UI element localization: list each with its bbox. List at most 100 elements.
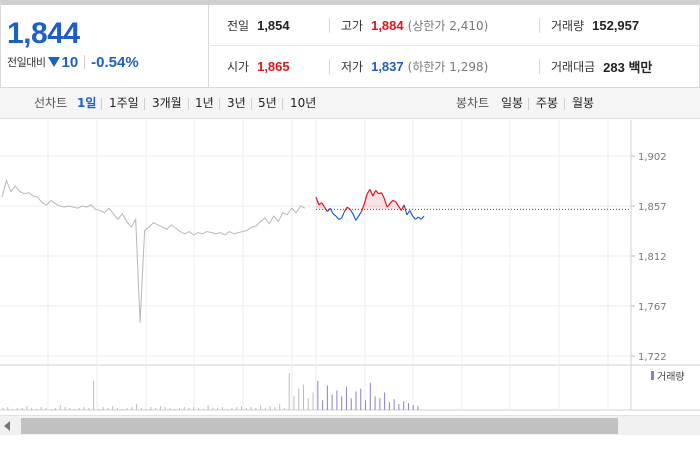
stat-prev-close: 전일 1,854 [227,5,290,46]
period-1w-button[interactable]: 1주일 [109,96,139,110]
current-price: 1,844 [7,17,80,50]
today-price-segment [392,199,396,203]
line-chart-label: 선차트 [34,96,68,110]
today-price-segment [420,215,425,220]
today-price-segment [338,217,342,220]
today-price-segment [341,211,345,219]
stat-trade-value: 거래대금 283 백만 [551,46,652,87]
up-area-fill [367,189,370,210]
divider [539,18,540,33]
up-area-fill [370,189,373,210]
period-5y-button[interactable]: 5년 [258,96,277,110]
period-3y-button[interactable]: 3년 [227,96,246,110]
today-price-segment [326,207,331,212]
today-price-segment [412,215,416,220]
period-1y-button[interactable]: 1년 [195,96,214,110]
today-price-segment [406,210,411,216]
stat-label: 저가 [341,60,364,74]
candle-daily-button[interactable]: 일봉 [501,96,524,110]
today-price-segment [375,190,379,195]
divider [101,98,102,110]
stat-value: 1,837 [371,59,404,74]
today-price-segment [321,202,326,208]
up-area-fill [389,200,393,210]
y-tick-label: 1,857 [638,202,667,213]
today-price-segment [349,209,354,215]
y-tick-label: 1,767 [638,302,667,313]
upper-limit: (상한가 2,410) [407,19,489,33]
stat-label: 거래대금 [551,60,596,74]
today-price-segment [358,211,362,217]
divider [329,18,330,33]
stat-value: 1,865 [257,59,290,74]
today-price-segment [415,216,419,220]
today-price-segment [346,206,351,210]
divider [539,59,540,74]
divider [219,98,220,110]
chart-scrollbar[interactable] [0,415,700,435]
price-chart: 1,902 1,857 1,812 1,767 1,722 거래량 [0,120,700,450]
volume-legend-label: 거래량 [657,371,685,383]
divider [251,98,252,110]
today-price-segment [403,204,408,216]
y-tick-label: 1,722 [638,352,667,363]
divider [282,98,283,110]
today-price-segment [409,210,414,217]
today-price-segment [324,206,328,212]
price-chart-svg: 1,902 1,857 1,812 1,767 1,722 거래량 [0,120,700,411]
today-price-segment [329,207,334,215]
today-price-segment [378,192,382,195]
candle-monthly-button[interactable]: 월봉 [572,96,595,110]
volume-legend-swatch [651,371,654,380]
candle-chart-label: 봉차트 [456,96,490,110]
stat-volume: 거래량 152,957 [551,5,639,46]
stat-high: 고가 1,884 (상한가 2,410) [341,5,488,46]
y-tick-label: 1,902 [638,152,667,163]
period-1d-button[interactable]: 1일 [77,96,97,110]
stat-label: 거래량 [551,19,585,33]
today-price-segment [335,215,340,220]
down-triangle-icon [48,57,61,67]
divider [564,98,565,110]
price-box: 1,844 전일대비 10 -0.54% [1,5,209,87]
today-price-segment [360,203,365,212]
scroll-thumb[interactable] [21,418,618,434]
stat-value: 152,957 [592,18,640,33]
today-price-segment [400,204,405,211]
today-price-segment [343,206,348,212]
change-divider [84,55,86,69]
previous-day-line [1,178,306,323]
stat-label: 전일 [227,19,250,33]
stat-value: 1,884 [371,18,404,33]
today-price-segment [332,213,337,217]
divider [188,98,189,110]
stat-open: 시가 1,865 [227,46,290,87]
stat-value: 1,854 [257,18,290,33]
period-3m-button[interactable]: 3개월 [152,96,182,110]
up-area-fill [392,200,396,210]
change-amount: 10 [61,53,79,71]
stat-low: 저가 1,837 (하한가 1,298) [341,46,488,87]
divider [144,98,145,110]
quote-panel: 1,844 전일대비 10 -0.54% 전일 1,854 고가 1,884 (… [0,0,700,88]
today-price-segment [366,189,371,195]
change-label: 전일대비 [7,56,46,69]
scroll-left-arrow-icon[interactable] [4,421,10,431]
up-area-fill [375,190,379,210]
divider [329,59,330,74]
today-price-segment [372,190,377,197]
today-price-segment [369,189,374,197]
period-10y-button[interactable]: 10년 [290,96,317,110]
y-tick-label: 1,812 [638,252,667,263]
stat-label: 고가 [341,19,364,33]
change-percent: -0.54% [91,53,139,71]
period-bar: 선차트 1일 1주일 3개월 1년 3년 5년 10년 봉차트 일봉 주봉 월봉 [0,88,700,119]
stat-label: 시가 [227,60,250,74]
stats-row-2: 시가 1,865 저가 1,837 (하한가 1,298) 거래대금 283 백… [210,46,699,87]
today-price-segment [397,205,402,211]
today-price-segment [363,193,368,204]
divider [528,98,529,110]
candle-weekly-button[interactable]: 주봉 [536,96,559,110]
today-price-segment [383,198,388,208]
page-bottom [0,435,700,450]
